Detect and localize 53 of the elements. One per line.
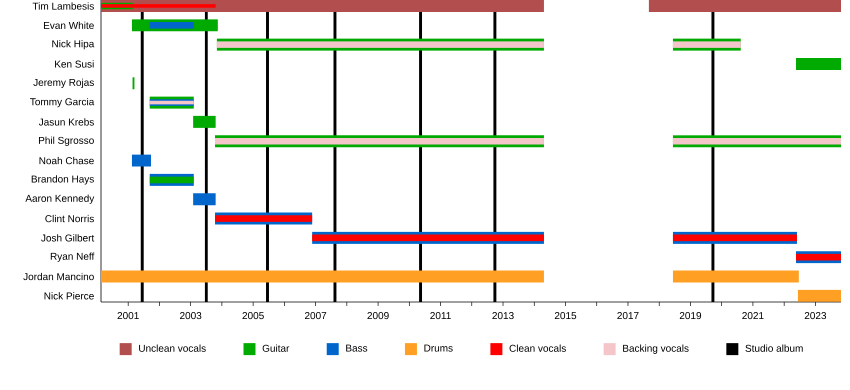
bar	[215, 138, 544, 145]
y-tick-label: Clint Norris	[45, 214, 94, 222]
y-tick-label: Aaron Kennedy	[25, 194, 94, 204]
bar	[132, 154, 151, 167]
y-tick-label: Tommy Garcia	[30, 98, 94, 108]
bar	[193, 116, 216, 128]
bar	[101, 270, 544, 282]
legend-label: Drums	[424, 344, 453, 352]
y-tick-label: Nick Pierce	[44, 292, 94, 300]
bar	[312, 234, 544, 242]
y-tick-label: Ryan Neff	[50, 252, 94, 262]
bar	[672, 234, 797, 242]
legend-label: Clean vocals	[510, 344, 566, 352]
x-tick-label: 2003	[180, 312, 202, 320]
x-tick-label: 2015	[554, 312, 576, 320]
x-tick-label: 2011	[430, 312, 451, 320]
y-tick-label: Jeremy Rojas	[33, 78, 94, 88]
y-tick-label: Jordan Mancino	[23, 272, 94, 280]
legend-label: Guitar	[262, 344, 290, 352]
y-tick-label: Phil Sgrosso	[38, 136, 94, 146]
bar	[672, 138, 842, 145]
bar	[672, 41, 741, 48]
bar	[150, 176, 194, 184]
legend-label: Backing vocals	[623, 344, 689, 354]
x-tick-label: 2005	[242, 312, 264, 320]
bar	[672, 270, 799, 282]
legend-label: Bass	[346, 344, 368, 352]
x-tick-label: 2019	[680, 312, 702, 320]
y-tick-label: Noah Chase	[40, 156, 94, 164]
x-tick-label: 2023	[804, 312, 826, 320]
y-tick-label: Nick Hipa	[52, 40, 94, 50]
bar	[216, 41, 544, 48]
y-tick-label: Jasun Krebs	[38, 118, 94, 126]
bar	[215, 215, 312, 222]
x-tick-label: 2007	[304, 312, 326, 320]
x-tick-label: 2009	[367, 312, 389, 320]
bar	[648, 0, 842, 12]
x-tick-label: 2013	[492, 312, 514, 320]
bar	[796, 254, 842, 260]
y-tick-label: Josh Gilbert	[41, 234, 94, 242]
x-tick-label: 2001	[118, 312, 139, 320]
bar	[798, 290, 842, 302]
y-tick-label: Brandon Hays	[32, 175, 94, 185]
x-tick-label: 2021	[742, 312, 764, 320]
y-tick-label: Evan White	[44, 22, 94, 29]
x-tick-label: 2017	[617, 312, 639, 320]
legend-label: Studio album	[745, 344, 803, 352]
y-tick-label: Tim Lambesis	[32, 2, 94, 10]
legend-label: Unclean vocals	[139, 344, 206, 352]
bar	[796, 58, 842, 70]
bar	[193, 193, 216, 206]
y-tick-label: Ken Susi	[55, 60, 94, 68]
bar	[101, 0, 544, 12]
